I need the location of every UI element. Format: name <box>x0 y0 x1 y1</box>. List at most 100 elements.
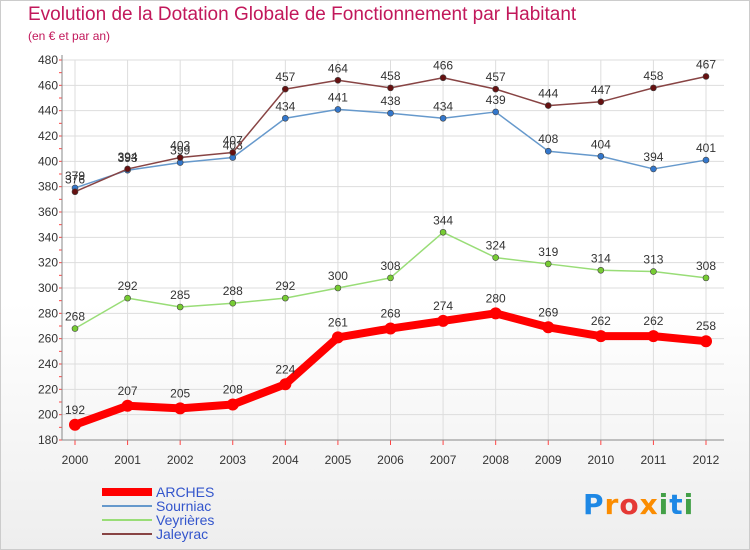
legend: ARCHES Sourniac Veyrières Jaleyrac <box>102 485 214 541</box>
x-tick-label: 2002 <box>167 453 194 467</box>
data-point <box>544 147 552 155</box>
legend-item: Veyrières <box>102 513 214 527</box>
data-point <box>544 102 552 109</box>
data-point <box>387 274 394 282</box>
data-label: 401 <box>696 141 716 155</box>
data-label: 314 <box>591 251 611 265</box>
x-tick-label: 2011 <box>641 453 667 467</box>
x-tick-label: 2006 <box>377 453 404 467</box>
data-point <box>702 156 710 164</box>
data-point <box>229 149 237 156</box>
data-label: 313 <box>643 253 663 267</box>
data-label: 439 <box>486 93 506 107</box>
data-point <box>700 335 712 348</box>
logo-letter: r <box>604 488 620 521</box>
legend-label: Sourniac <box>156 498 212 514</box>
data-label: 324 <box>486 239 506 253</box>
data-label: 408 <box>538 132 558 146</box>
data-point <box>702 274 710 282</box>
logo-letter: P <box>583 488 605 521</box>
data-point <box>650 165 657 173</box>
data-label: 274 <box>433 299 453 313</box>
data-label: 407 <box>223 133 243 147</box>
y-tick-label: 180 <box>38 433 58 447</box>
legend-item: ARCHES <box>102 485 214 499</box>
y-tick-label: 360 <box>38 205 58 219</box>
data-label: 308 <box>696 259 716 273</box>
logo-letter: o <box>619 488 640 521</box>
data-label: 205 <box>170 386 190 400</box>
data-label: 467 <box>696 57 716 71</box>
data-label: 444 <box>538 87 558 101</box>
y-tick-label: 300 <box>38 281 58 295</box>
data-label: 394 <box>643 150 663 164</box>
data-point <box>650 84 657 92</box>
legend-item: Jaleyrac <box>102 527 214 541</box>
x-tick-label: 2010 <box>587 453 614 467</box>
data-point <box>594 330 607 343</box>
data-label: 268 <box>65 310 85 324</box>
data-label: 464 <box>328 61 348 75</box>
x-tick-label: 2009 <box>535 453 562 467</box>
y-tick-label: 320 <box>38 256 58 270</box>
x-tick-label: 2007 <box>430 453 457 467</box>
data-label: 308 <box>380 259 400 273</box>
data-point <box>439 228 447 236</box>
data-point <box>71 188 79 196</box>
y-tick-label: 440 <box>38 104 58 118</box>
data-point <box>174 402 187 415</box>
data-point <box>334 284 342 292</box>
x-tick-label: 2005 <box>325 453 352 467</box>
legend-swatch <box>102 519 152 521</box>
legend-swatch <box>102 505 152 507</box>
data-label: 393 <box>118 151 138 165</box>
data-point <box>647 330 660 343</box>
y-tick-label: 480 <box>38 53 58 67</box>
data-point <box>597 98 605 106</box>
y-tick-label: 460 <box>38 78 58 92</box>
y-tick-label: 380 <box>38 180 58 194</box>
legend-item: Sourniac <box>102 499 214 513</box>
data-point <box>124 165 131 173</box>
legend-swatch <box>102 488 152 496</box>
data-label: 441 <box>328 90 348 104</box>
data-point <box>439 114 447 122</box>
data-point <box>544 260 552 268</box>
legend-label: ARCHES <box>156 484 215 500</box>
data-label: 262 <box>643 314 663 328</box>
logo-letter: x <box>639 488 659 521</box>
legend-label: Jaleyrac <box>156 526 209 542</box>
data-label: 280 <box>486 291 506 305</box>
data-point <box>542 321 555 334</box>
y-tick-label: 400 <box>38 154 58 168</box>
x-tick-label: 2008 <box>482 453 509 467</box>
data-label: 261 <box>328 315 348 329</box>
data-label: 285 <box>170 288 190 302</box>
data-point <box>71 325 79 332</box>
x-tick-label: 2012 <box>693 453 720 467</box>
legend-swatch <box>102 533 152 535</box>
data-label: 399 <box>170 144 190 158</box>
logo-letter: t <box>669 488 684 521</box>
y-tick-label: 200 <box>38 408 58 422</box>
data-label: 269 <box>538 305 558 319</box>
data-label: 208 <box>223 383 243 397</box>
data-label: 344 <box>433 213 453 227</box>
data-point <box>384 322 397 335</box>
data-label: 458 <box>380 69 400 83</box>
data-label: 447 <box>591 83 611 97</box>
data-point <box>331 331 344 344</box>
data-point <box>334 106 342 113</box>
data-label: 403 <box>170 139 190 153</box>
logo-letter: i <box>683 488 695 521</box>
data-point <box>226 398 239 411</box>
data-label: 394 <box>118 150 138 164</box>
proxiti-logo: Proxiti <box>583 488 694 521</box>
data-label: 262 <box>591 314 611 328</box>
data-point <box>334 76 342 84</box>
data-label: 434 <box>433 99 453 113</box>
data-label: 434 <box>275 99 295 113</box>
x-tick-label: 2004 <box>272 453 299 467</box>
data-point <box>387 84 394 92</box>
